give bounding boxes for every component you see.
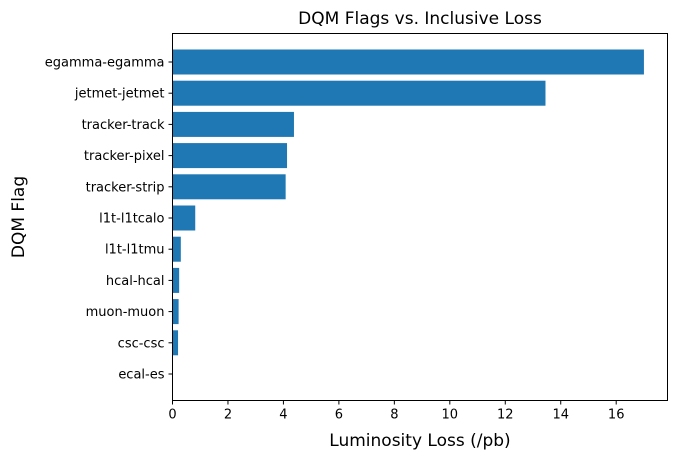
y-tick-label: hcal-hcal <box>106 274 165 289</box>
y-tick-label: l1t-l1tmu <box>105 243 165 258</box>
bar-tracker-strip <box>172 174 286 200</box>
x-tick-label: 12 <box>497 408 514 423</box>
x-axis-title: Luminosity Loss (/pb) <box>329 431 510 451</box>
x-tick-label: 2 <box>224 408 232 423</box>
plot-frame <box>172 33 668 401</box>
x-tick-label: 14 <box>552 408 569 423</box>
y-tick-label: csc-csc <box>118 336 165 351</box>
x-tick-label: 16 <box>608 408 625 423</box>
bar-hcal-hcal <box>172 267 180 293</box>
y-tick-label: muon-muon <box>86 305 165 320</box>
bar-jetmet-jetmet <box>172 80 546 106</box>
x-tick-label: 10 <box>442 408 459 423</box>
y-tick-label: tracker-track <box>82 118 165 133</box>
y-tick-label: l1t-l1tcalo <box>99 212 164 227</box>
y-tick-label: jetmet-jetmet <box>74 87 165 102</box>
bar-csc-csc <box>172 330 179 356</box>
bar-tracker-pixel <box>172 143 288 169</box>
y-tick-label: ecal-es <box>118 368 164 383</box>
chart-title: DQM Flags vs. Inclusive Loss <box>298 9 542 29</box>
bar-l1t-l1tmu <box>172 236 181 262</box>
bars <box>172 49 644 356</box>
bar-l1t-l1tcalo <box>172 205 196 231</box>
x-tick-label: 6 <box>335 408 343 423</box>
bar-tracker-track <box>172 111 294 137</box>
x-tick-label: 0 <box>168 408 176 423</box>
y-axis: egamma-egamma jetmet-jetmet tracker-track t… <box>45 56 173 383</box>
y-axis-title: DQM Flag <box>9 176 29 258</box>
y-tick-label: tracker-pixel <box>84 149 165 164</box>
bar-egamma-egamma <box>172 49 644 75</box>
x-tick-label: 4 <box>279 408 287 423</box>
y-tick-label: tracker-strip <box>86 180 165 195</box>
x-axis: 0 2 4 6 8 10 12 14 16 <box>168 400 625 423</box>
y-tick-label: egamma-egamma <box>45 56 165 71</box>
x-tick-label: 8 <box>390 408 398 423</box>
bar-muon-muon <box>172 299 179 325</box>
